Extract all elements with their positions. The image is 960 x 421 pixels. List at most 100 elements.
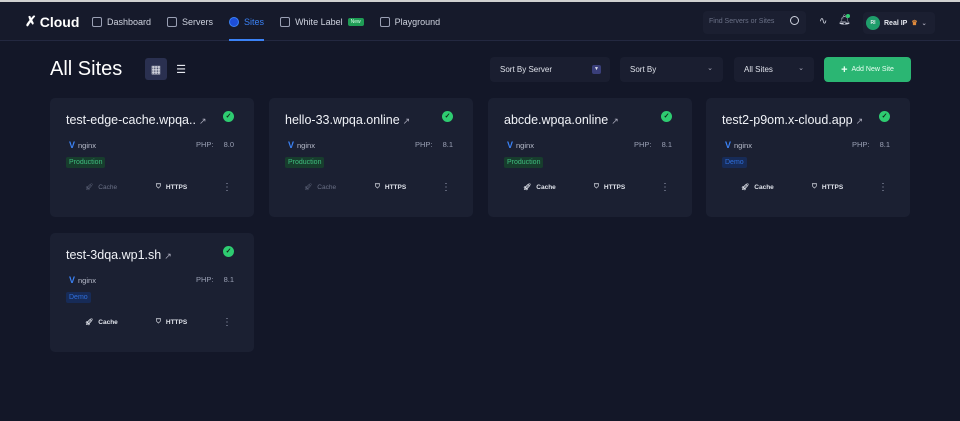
cache-button[interactable]: 🚀︎ Cache [741, 183, 774, 192]
search-input[interactable]: Find Servers or Sites [703, 11, 806, 34]
rocket-icon: 🚀︎ [741, 184, 750, 191]
more-options-icon[interactable]: ⋮ [441, 182, 451, 193]
grid-icon: ▦ [150, 63, 162, 76]
cache-button[interactable]: 🚀︎ Cache [523, 183, 556, 192]
https-button[interactable]: ⛉ HTTPS [156, 183, 188, 191]
site-name-link[interactable]: hello-33.wpqa.online ↗ [285, 113, 411, 127]
chevron-down-icon: ⌄ [707, 65, 713, 72]
https-button[interactable]: ⛉ HTTPS [156, 318, 188, 326]
site-filter-select[interactable]: All Sites ⌄ [734, 57, 814, 82]
environment-tag: Production [285, 157, 325, 168]
site-name-link[interactable]: test-edge-cache.wpqa.. ↗ [66, 113, 207, 127]
nav-servers[interactable]: Servers [167, 2, 213, 41]
rocket-icon: 🚀︎ [523, 184, 532, 191]
servers-icon [167, 16, 178, 27]
caret-down-icon: ▼ [592, 65, 601, 74]
activity-icon[interactable]: ∿ [819, 16, 828, 27]
more-options-icon[interactable]: ⋮ [222, 317, 232, 328]
notification-dot [846, 14, 850, 18]
rocket-icon: 🚀︎ [85, 319, 94, 326]
nav-playground[interactable]: Playground [379, 2, 440, 41]
php-version: PHP: 8.0 [195, 140, 234, 149]
shield-icon: ⛉ [594, 183, 599, 190]
playground-icon [379, 16, 390, 27]
external-link-icon[interactable]: ↗ [855, 116, 864, 126]
shield-icon: ⛉ [156, 183, 161, 190]
nav-dashboard[interactable]: Dashboard [92, 2, 151, 41]
check-circle-icon: ✓ [661, 111, 672, 122]
logo[interactable]: ✗ Cloud [25, 13, 80, 30]
site-name-link[interactable]: abcde.wpqa.online ↗ [504, 113, 619, 127]
check-circle-icon: ✓ [442, 111, 453, 122]
sort-by-server-select[interactable]: Sort By Server ▼ [490, 57, 610, 82]
php-version: PHP: 8.1 [851, 140, 890, 149]
external-link-icon[interactable]: ↗ [198, 116, 207, 126]
php-version: PHP: 8.1 [414, 140, 453, 149]
external-link-icon[interactable]: ↗ [611, 116, 619, 126]
shield-icon: ⛉ [812, 183, 817, 190]
grid-view-button[interactable]: ▦ [145, 58, 167, 80]
external-link-icon[interactable]: ↗ [402, 116, 411, 126]
avatar: RI [866, 16, 880, 30]
more-options-icon[interactable]: ⋮ [222, 182, 232, 193]
sort-by-select[interactable]: Sort By ⌄ [620, 57, 723, 82]
top-bar: ✗ Cloud Dashboard Servers Sites White Lab… [0, 0, 960, 41]
x-logo-icon: ✗ [25, 13, 37, 29]
external-link-icon[interactable]: ↗ [164, 251, 172, 261]
more-options-icon[interactable]: ⋮ [878, 182, 888, 193]
nav-white-label[interactable]: White Label New [280, 2, 364, 41]
new-badge: New [347, 17, 364, 26]
search-icon[interactable] [790, 16, 799, 25]
nav-sites[interactable]: Sites [229, 2, 265, 41]
check-circle-icon: ✓ [223, 246, 234, 257]
environment-tag: Demo [66, 292, 91, 303]
environment-tag: Production [504, 157, 544, 168]
check-circle-icon: ✓ [879, 111, 890, 122]
vultr-icon: V [69, 140, 76, 150]
chevron-down-icon: ⌄ [921, 20, 927, 27]
cache-button[interactable]: 🚀︎ Cache [85, 183, 118, 192]
list-view-button[interactable]: ☰ [170, 58, 192, 80]
chevron-down-icon: ⌄ [798, 65, 804, 72]
shield-icon: ⛉ [375, 183, 380, 190]
vultr-icon: V [288, 140, 295, 150]
white-label-icon [280, 16, 291, 27]
shield-icon: ⛉ [156, 318, 161, 325]
site-name-link[interactable]: test-3dqa.wp1.sh ↗ [66, 248, 172, 262]
site-name-link[interactable]: test2-p9om.x-cloud.app ↗ [722, 113, 864, 127]
environment-tag: Production [66, 157, 106, 168]
crown-icon: ♛ [911, 20, 918, 27]
https-button[interactable]: ⛉ HTTPS [375, 183, 407, 191]
add-new-site-button[interactable]: + Add New Site [824, 57, 911, 82]
globe-icon [229, 16, 240, 27]
php-version: PHP: 8.1 [195, 275, 234, 284]
page-title: All Sites [50, 58, 123, 80]
https-button[interactable]: ⛉ HTTPS [812, 183, 844, 191]
user-menu[interactable]: RI Real IP ♛ ⌄ [863, 12, 935, 34]
https-button[interactable]: ⛉ HTTPS [594, 183, 626, 191]
more-options-icon[interactable]: ⋮ [660, 182, 670, 193]
vultr-icon: V [69, 275, 76, 285]
dashboard-icon [92, 16, 102, 27]
vultr-icon: V [507, 140, 514, 150]
cache-button[interactable]: 🚀︎ Cache [304, 183, 337, 192]
environment-tag: Demo [722, 157, 747, 168]
list-icon: ☰ [176, 63, 186, 76]
plus-icon: + [841, 63, 848, 76]
rocket-icon: 🚀︎ [304, 184, 313, 191]
bell-icon[interactable]: 🔔︎ [838, 15, 851, 26]
php-version: PHP: 8.1 [633, 140, 672, 149]
cache-button[interactable]: 🚀︎ Cache [85, 318, 118, 327]
main-nav: Dashboard Servers Sites White Label New P… [92, 2, 440, 41]
check-circle-icon: ✓ [223, 111, 234, 122]
